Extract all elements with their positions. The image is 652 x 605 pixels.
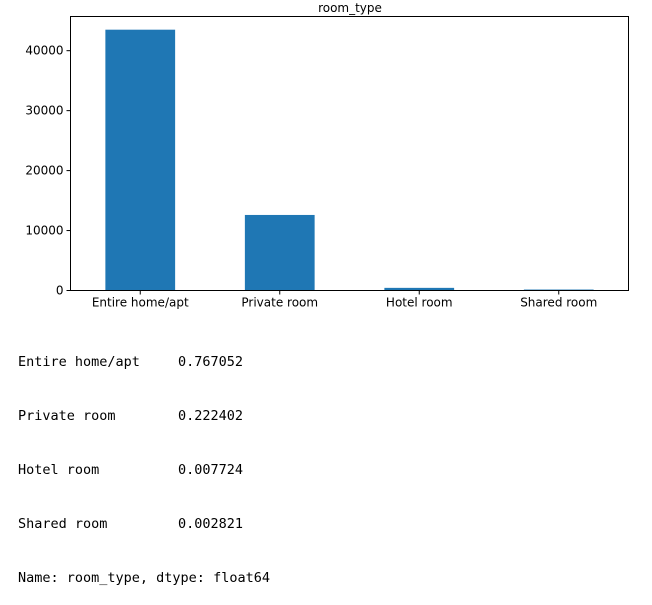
bar-private-room [244, 214, 315, 291]
output-value: 0.007724 [178, 462, 244, 478]
output-label: Entire home/apt [18, 354, 140, 370]
output-label: Private room [18, 408, 116, 424]
output-value: 0.767052 [178, 354, 244, 370]
output-row-shared-room: Shared room 0.002821 [18, 515, 270, 533]
y-tick-label: 30000 [25, 104, 63, 118]
x-tick-label: Private room [241, 296, 318, 310]
y-tick-label: 0 [56, 284, 64, 298]
x-tick-label: Shared room [520, 296, 597, 310]
bars-group [105, 29, 594, 291]
y-tick-label: 10000 [25, 224, 63, 238]
value-counts-output: Entire home/apt 0.767052 Private room 0.22… [18, 317, 270, 605]
output-value: 0.222402 [178, 408, 244, 424]
x-tick-label: Hotel room [386, 296, 453, 310]
bar-hotel-room [384, 287, 455, 291]
bar-entire-home-apt [105, 29, 176, 291]
chart-title: room_type [318, 1, 382, 15]
x-tick-label: Entire home/apt [92, 296, 189, 310]
output-row-hotel-room: Hotel room 0.007724 [18, 461, 270, 479]
y-tick-label: 20000 [25, 164, 63, 178]
output-label: Hotel room [18, 462, 100, 478]
bar-chart: room_type 0 10000 20000 30000 40000 Entire h… [25, 1, 629, 310]
output-row-private-room: Private room 0.222402 [18, 407, 270, 425]
output-value: 0.002821 [178, 516, 244, 532]
y-tick-label: 40000 [25, 44, 63, 58]
output-footer: Name: room_type, dtype: float64 [18, 570, 270, 586]
output-row-entire-home: Entire home/apt 0.767052 [18, 353, 270, 371]
x-axis: Entire home/apt Private room Hotel room Sha… [92, 290, 597, 310]
y-axis: 0 10000 20000 30000 40000 [25, 44, 71, 298]
plot-frame [70, 16, 629, 291]
output-label: Shared room [18, 516, 108, 532]
